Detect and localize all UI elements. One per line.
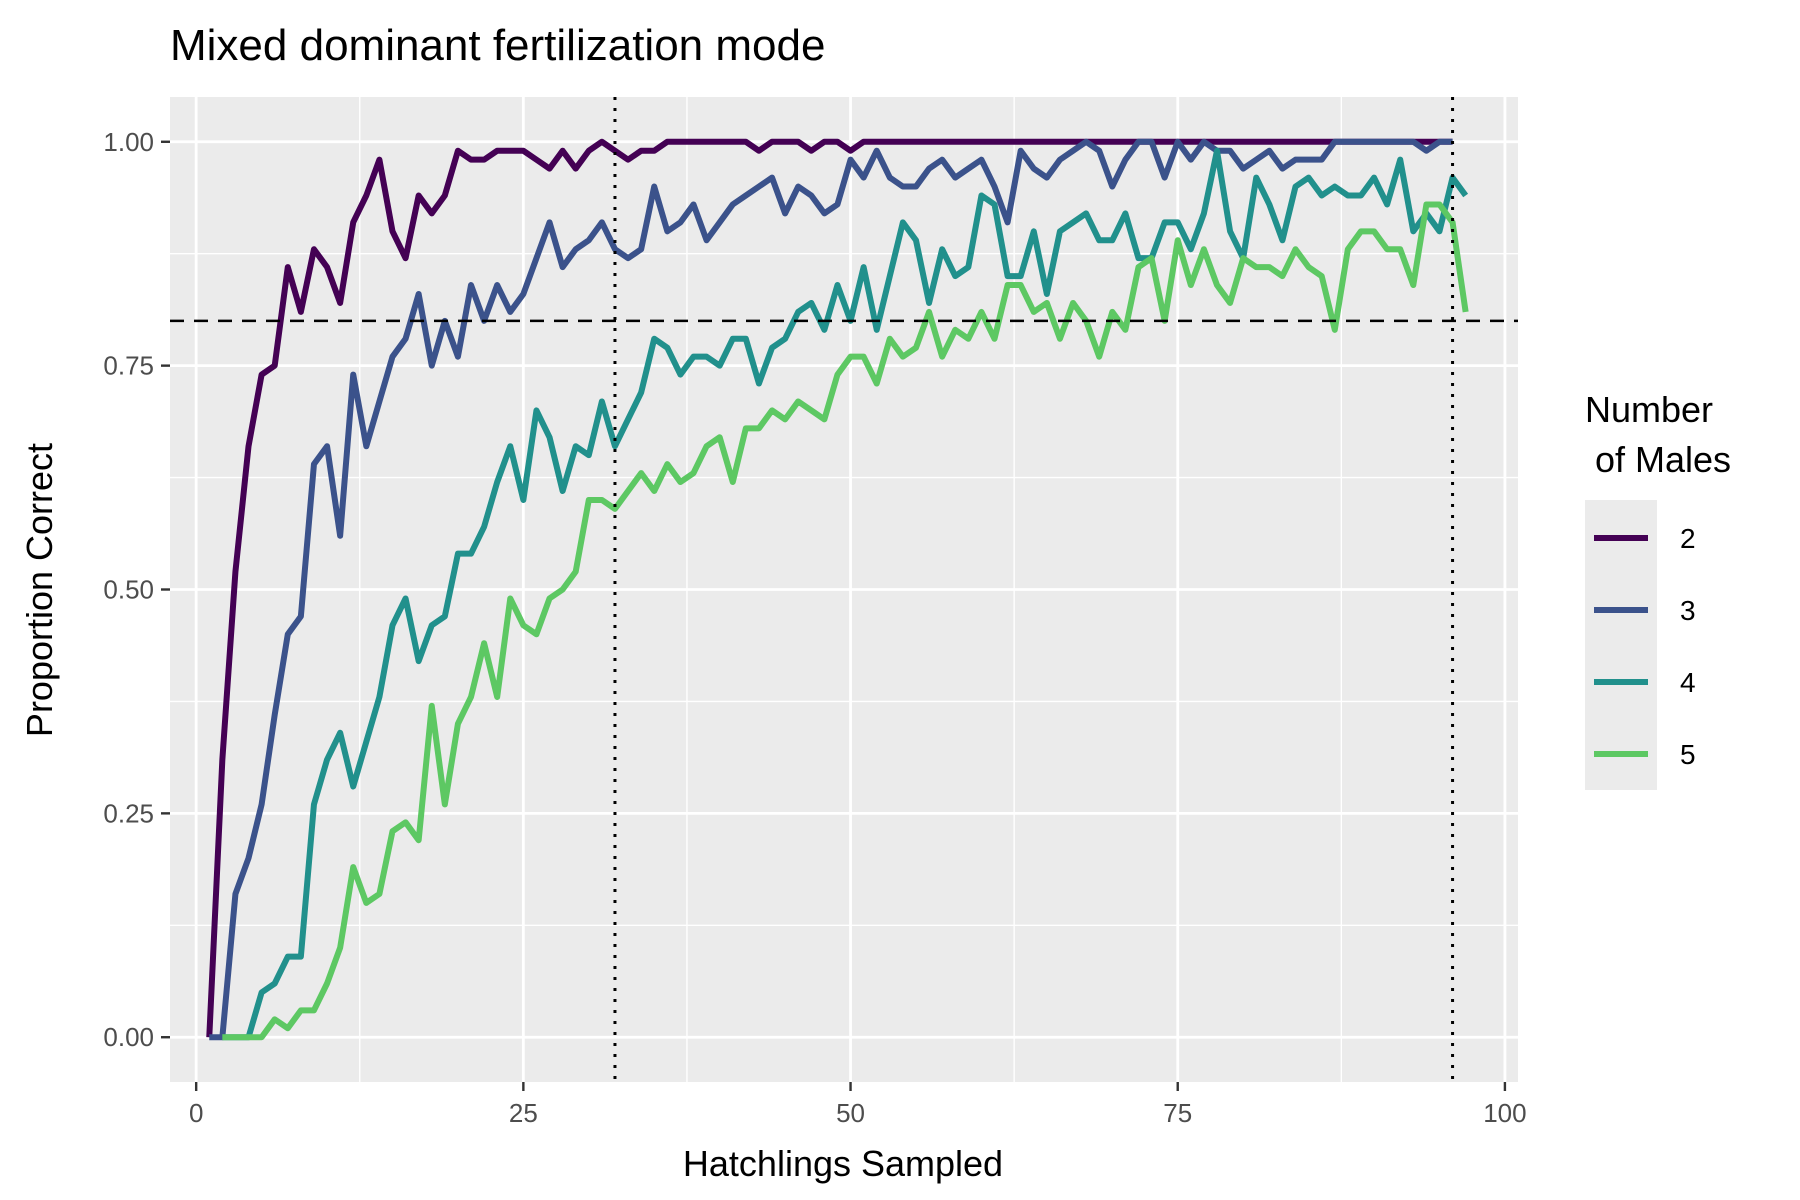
legend-label-4: 4 xyxy=(1680,667,1696,698)
axes: 0.00 0.25 0.50 0.75 1.00 0 25 50 75 100 xyxy=(103,127,1526,1128)
y-tick-label: 0.25 xyxy=(103,798,154,828)
series-line-4 xyxy=(222,147,1469,1041)
x-tick-label: 75 xyxy=(1163,1098,1192,1128)
x-tick-label: 50 xyxy=(836,1098,865,1128)
y-axis-title: Proportion Correct xyxy=(19,443,60,737)
x-tick-label: 100 xyxy=(1483,1098,1526,1128)
x-tick-label: 0 xyxy=(189,1098,203,1128)
chart-title: Mixed dominant fertilization mode xyxy=(170,21,825,70)
legend-title-line-2: of Males xyxy=(1585,439,1731,480)
legend-title-line-1: Number xyxy=(1585,389,1713,430)
series-line-5 xyxy=(222,201,1469,1041)
legend-label-2: 2 xyxy=(1680,523,1696,554)
legend-items: 2 3 4 5 xyxy=(1594,523,1696,770)
y-tick-label: 0.75 xyxy=(103,351,154,381)
y-tick-label: 0.50 xyxy=(103,575,154,605)
y-tick-label: 0.00 xyxy=(103,1022,154,1052)
legend-label-5: 5 xyxy=(1680,739,1696,770)
gridlines xyxy=(170,97,1518,1082)
reference-lines xyxy=(170,97,1518,1082)
legend: Number of Males 2 3 4 5 xyxy=(1585,389,1731,790)
legend-key-background xyxy=(1585,500,1657,790)
x-axis-title: Hatchlings Sampled xyxy=(683,1143,1003,1184)
series-line-2 xyxy=(206,138,1453,1038)
y-tick-label: 1.00 xyxy=(103,127,154,157)
legend-label-3: 3 xyxy=(1680,595,1696,626)
x-tick-label: 25 xyxy=(509,1098,538,1128)
series-line-3 xyxy=(209,138,1453,1041)
series-lines xyxy=(206,138,1469,1041)
